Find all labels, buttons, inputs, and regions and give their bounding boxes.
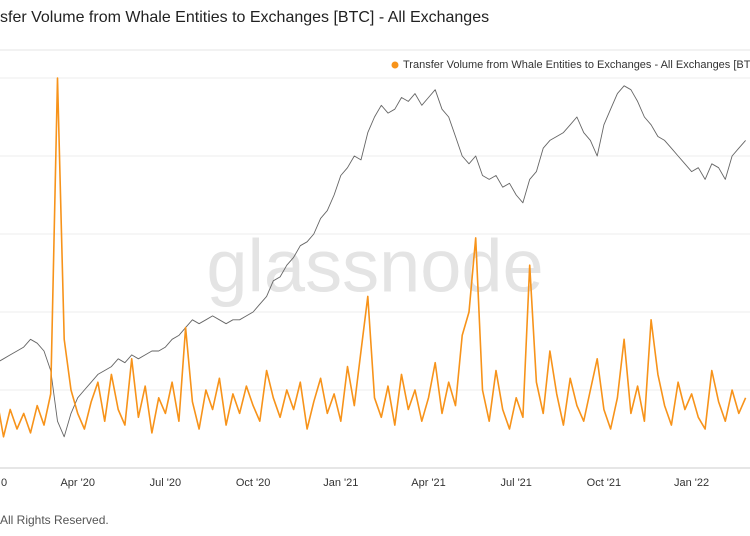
x-tick-label: Jan '21 — [323, 477, 358, 489]
x-tick-label: Apr '21 — [411, 477, 446, 489]
legend-marker — [391, 61, 399, 69]
series-line — [0, 85, 746, 438]
series-line — [0, 77, 747, 438]
footer: All Rights Reserved. — [0, 513, 109, 527]
x-tick-label: Oct '20 — [236, 477, 271, 489]
x-tick-label: 0 — [1, 477, 7, 489]
x-tick-label: Apr '20 — [60, 477, 95, 489]
x-tick-label: Jul '20 — [150, 477, 181, 489]
legend-label: Transfer Volume from Whale Entities to E… — [403, 59, 750, 71]
x-tick-label: Jan '22 — [674, 477, 709, 489]
x-tick-label: Oct '21 — [587, 477, 622, 489]
x-tick-label: Jul '21 — [500, 477, 531, 489]
watermark: glassnode — [206, 225, 543, 308]
chart-title: sfer Volume from Whale Entities to Excha… — [0, 9, 489, 26]
